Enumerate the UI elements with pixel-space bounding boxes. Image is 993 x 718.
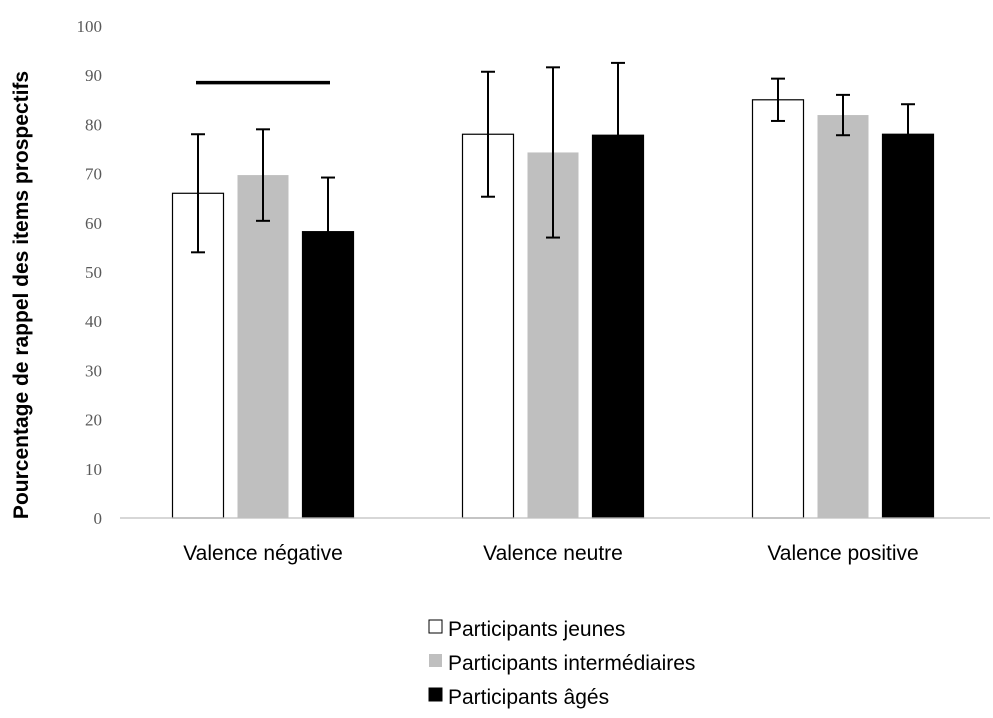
legend-swatch bbox=[428, 687, 443, 702]
x-tick-label: Valence négative bbox=[183, 542, 343, 565]
error-bar bbox=[901, 103, 915, 166]
legend-swatch bbox=[428, 619, 443, 634]
error-bar bbox=[256, 128, 270, 222]
y-tick-label: 30 bbox=[85, 361, 102, 380]
error-bar bbox=[191, 133, 205, 254]
x-tick-label: Valence positive bbox=[767, 542, 918, 565]
bar bbox=[461, 133, 515, 519]
y-tick-label: 90 bbox=[85, 66, 102, 85]
y-axis: 0 10 20 30 40 50 60 70 80 90 100 bbox=[77, 17, 103, 528]
x-axis-labels: Valence négative Valence neutre Valence po… bbox=[183, 542, 918, 565]
error-bar bbox=[546, 66, 560, 239]
y-tick-label: 80 bbox=[85, 115, 102, 134]
error-bars bbox=[191, 61, 915, 287]
y-tick-label: 60 bbox=[85, 214, 102, 233]
error-bar bbox=[481, 70, 495, 198]
legend: Participants jeunes Participants interméd… bbox=[428, 618, 695, 709]
error-bar bbox=[321, 176, 335, 287]
y-tick-label: 20 bbox=[85, 411, 102, 430]
y-tick-label: 10 bbox=[85, 460, 102, 479]
y-tick-label: 70 bbox=[85, 165, 102, 184]
y-tick-label: 40 bbox=[85, 312, 102, 331]
bar bbox=[817, 115, 869, 518]
bar bbox=[751, 99, 805, 519]
y-tick-label: 100 bbox=[77, 17, 103, 36]
error-bar bbox=[611, 61, 625, 209]
bar bbox=[881, 133, 935, 519]
legend-label: Participants âgés bbox=[448, 686, 609, 709]
x-tick-label: Valence neutre bbox=[483, 542, 623, 565]
legend-label: Participants intermédiaires bbox=[448, 652, 695, 675]
bars bbox=[171, 99, 935, 519]
y-tick-label: 0 bbox=[94, 509, 103, 528]
error-bar bbox=[836, 93, 850, 137]
bar bbox=[237, 175, 289, 519]
legend-swatch bbox=[429, 654, 442, 667]
y-tick-label: 50 bbox=[85, 263, 102, 282]
legend-label: Participants jeunes bbox=[448, 618, 625, 641]
error-bar bbox=[771, 77, 785, 122]
y-axis-label: Pourcentage de rappel des items prospect… bbox=[10, 71, 33, 519]
